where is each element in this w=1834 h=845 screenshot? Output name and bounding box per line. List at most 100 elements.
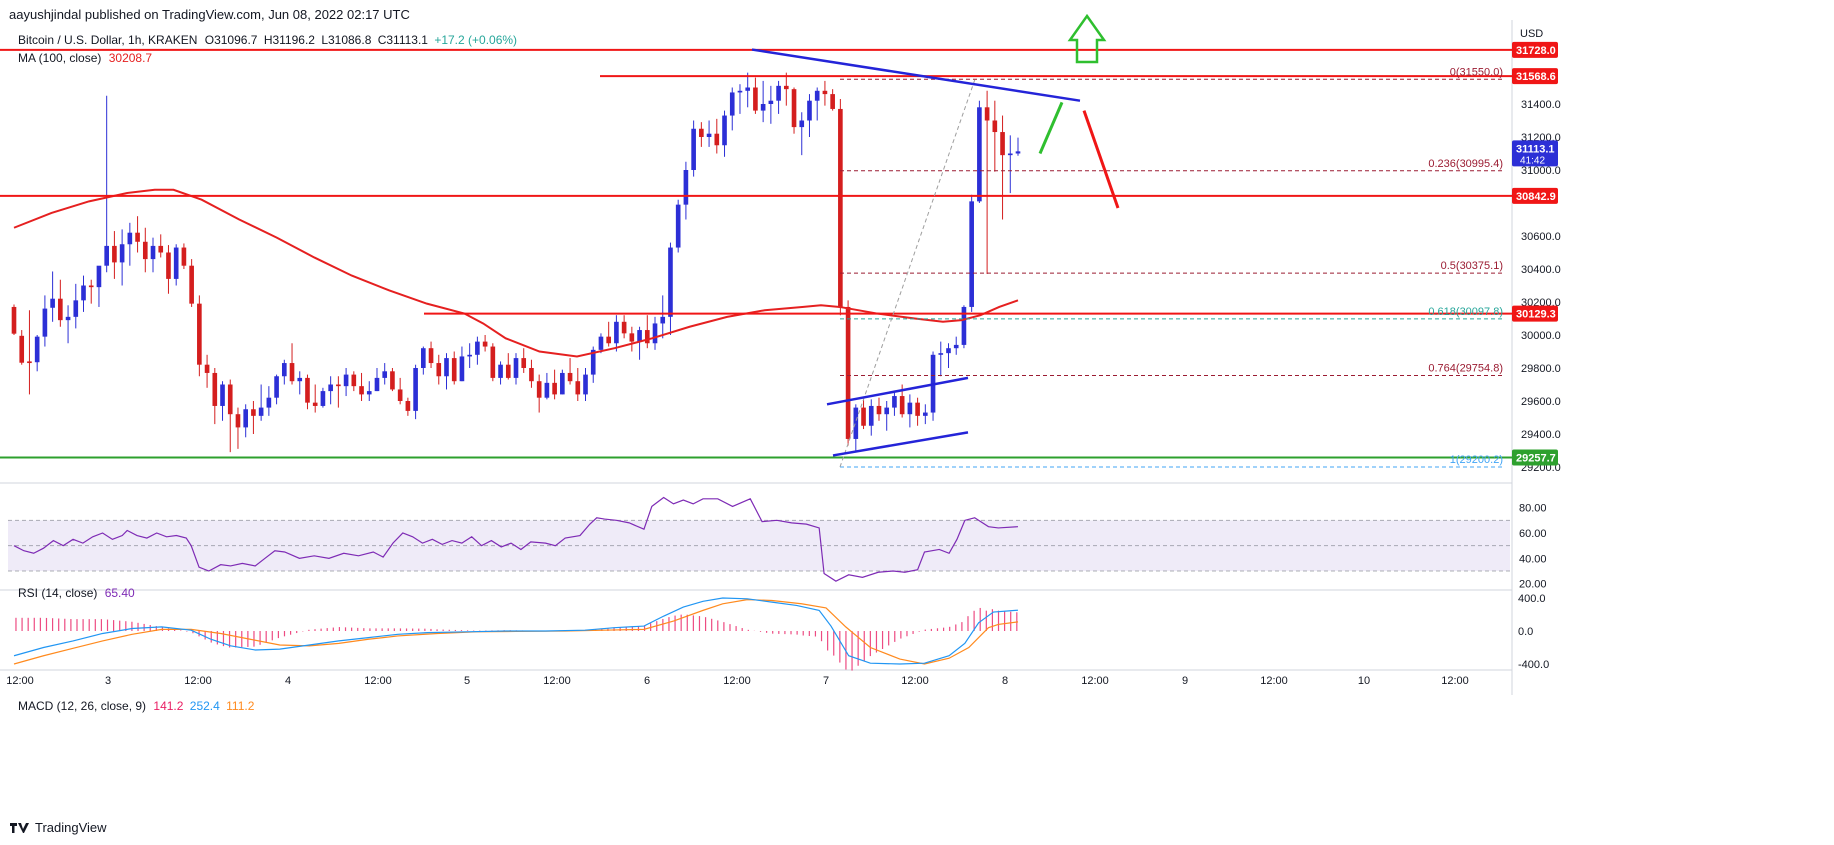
candle-body <box>181 247 187 266</box>
macd-line <box>13 597 1019 665</box>
publisher-line: aayushjindal published on TradingView.co… <box>9 7 410 22</box>
candle-body <box>660 316 666 324</box>
tradingview-logo-icon <box>10 822 30 834</box>
candle-body <box>691 128 696 170</box>
candle-body <box>783 85 789 90</box>
candle-body <box>104 245 109 266</box>
level-label-bg <box>1512 187 1558 204</box>
candle-body <box>992 120 998 133</box>
price-tick-label: 29800.0 <box>1521 363 1561 375</box>
candle-body <box>27 361 32 364</box>
candle-body <box>428 348 434 364</box>
candle-body <box>19 335 25 363</box>
candle-body <box>227 384 233 415</box>
candle-body <box>629 333 635 342</box>
candle-body <box>583 374 588 395</box>
candle-body <box>853 407 859 439</box>
candle-body <box>961 306 967 345</box>
candle-body <box>336 384 341 387</box>
candle-body <box>521 358 527 368</box>
candle-body <box>768 100 774 104</box>
candle-body <box>312 402 318 406</box>
price-tick-label: 30400.0 <box>1521 264 1561 276</box>
rsi-value: 65.40 <box>104 586 135 600</box>
candle-body <box>776 85 781 101</box>
candle-body <box>637 330 642 342</box>
candle-body <box>529 368 534 382</box>
time-tick-label: 12:00 <box>184 675 212 687</box>
brand[interactable]: TradingView <box>10 820 107 835</box>
candle-body <box>127 232 133 245</box>
candle-body <box>953 344 959 349</box>
candle-body <box>590 349 596 375</box>
fib-label: 0.236(30995.4) <box>1428 158 1503 170</box>
candle-body <box>251 409 256 416</box>
time-tick-label: 10 <box>1358 675 1370 687</box>
candle-body <box>65 316 71 321</box>
ma-legend: MA (100, close) 30208.7 <box>18 51 155 65</box>
candle-body <box>946 348 951 354</box>
candle-body <box>505 364 511 378</box>
price-tick-label: 30000.0 <box>1521 330 1561 342</box>
candle-body <box>444 358 449 377</box>
candle-body <box>513 358 519 378</box>
level-label: 30842.9 <box>1516 191 1556 203</box>
candle-body <box>204 364 210 373</box>
rsi-tick-label: 20.00 <box>1519 579 1547 591</box>
fib-label: 0.618(30097.8) <box>1428 306 1503 318</box>
level-label-bg <box>1512 68 1558 85</box>
macd-tick-label: 400.0 <box>1518 593 1546 605</box>
candle-body <box>560 372 565 395</box>
change-value: +17.2 (+0.06%) <box>434 33 518 47</box>
candle-body <box>644 330 650 344</box>
candle-body <box>142 241 148 260</box>
level-label-bg <box>1512 305 1558 322</box>
candle-body <box>390 371 395 390</box>
candle-body <box>328 384 333 392</box>
candle-body <box>96 265 102 288</box>
fib-label: 0.764(29754.8) <box>1428 362 1503 374</box>
bullish-path-line <box>1038 101 1064 155</box>
candle-body <box>266 397 272 408</box>
fib-label: 0(31550.0) <box>1450 66 1503 78</box>
price-tick-label: 31400.0 <box>1521 99 1561 111</box>
candle-body <box>351 374 357 387</box>
time-tick-label: 12:00 <box>6 675 34 687</box>
level-label: 29257.7 <box>1516 452 1556 464</box>
time-tick-label: 12:00 <box>1081 675 1109 687</box>
candle-body <box>243 409 249 428</box>
candle-body <box>938 353 944 355</box>
channel-lower-trendline <box>832 431 969 457</box>
candle-body <box>320 391 326 406</box>
level-label-bg <box>1512 449 1558 466</box>
candle-body <box>119 244 125 263</box>
candle-body <box>606 336 611 344</box>
level-label: 30129.3 <box>1516 309 1556 321</box>
candle-body <box>791 89 797 128</box>
time-tick-label: 12:00 <box>1260 675 1288 687</box>
macd-line-value: 252.4 <box>189 699 220 713</box>
candle-body <box>621 321 627 334</box>
macd-label: MACD (12, 26, close, 9) <box>18 699 147 713</box>
level-label: 31728.0 <box>1516 45 1556 57</box>
fib-label: 0.5(30375.1) <box>1441 260 1503 272</box>
time-tick-label: 12:00 <box>364 675 392 687</box>
candle-body <box>158 245 164 253</box>
candle-body <box>467 354 472 357</box>
rsi-label: RSI (14, close) <box>18 586 98 600</box>
time-tick-label: 9 <box>1182 675 1188 687</box>
rsi-legend: RSI (14, close) 65.40 <box>18 586 138 600</box>
candle-body <box>374 377 380 392</box>
price-tick-label: 29400.0 <box>1521 429 1561 441</box>
candle-body <box>1015 151 1021 154</box>
candle-body <box>359 386 364 395</box>
candle-body <box>42 308 48 337</box>
candle-body <box>382 371 388 378</box>
candle-body <box>413 368 418 411</box>
time-tick-label: 12:00 <box>1441 675 1469 687</box>
ma100-line <box>13 188 1019 358</box>
rsi-tick-label: 40.00 <box>1519 553 1547 565</box>
candle-body <box>212 372 218 406</box>
